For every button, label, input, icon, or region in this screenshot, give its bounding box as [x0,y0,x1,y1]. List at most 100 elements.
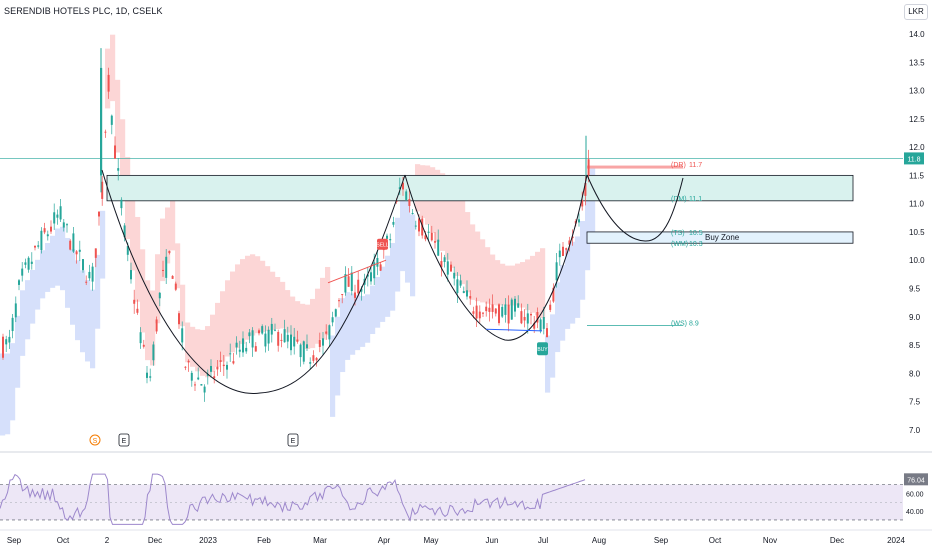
candle-body [392,221,395,225]
cloud-segment [275,277,281,329]
cloud-segment [345,292,351,360]
cloud-segment [405,201,411,283]
cloud-segment [480,239,486,303]
y-tick-label: 7.5 [909,398,921,407]
candle-body [110,115,113,125]
candle-body [149,376,152,378]
candle-body [2,336,4,358]
candle-body [357,279,360,294]
sell-badge-box [377,238,388,250]
candle-body [94,248,97,258]
candle-body [350,272,353,291]
candle-body [264,333,267,347]
currency-label[interactable]: LKR [904,4,928,20]
candle-body [424,235,427,240]
supply-zone [106,174,854,202]
candle-body [414,225,417,227]
y-tick-label: 12.0 [909,143,925,152]
last-price-badge [904,152,924,165]
y-tick-label: 13.0 [909,87,925,96]
candle-body [286,334,289,342]
candle-body [107,74,110,92]
candle-body [510,299,513,320]
symbol-title[interactable]: SERENDIB HOTELS PLC, 1D, CSELK [4,6,163,16]
cloud-segment [535,251,541,316]
cloud-segment [560,265,566,341]
cloud-segment [465,212,471,293]
sell-signal-badge: SELL [376,238,389,250]
dividend-marker-circle [89,434,101,446]
cloud-segment [485,247,491,304]
candle-body [459,280,462,286]
cloud-segment [280,281,286,329]
candle-body [376,257,379,267]
candle-body [312,355,315,361]
candle-body [421,218,424,236]
cloud-segment [220,291,226,362]
cloud-segment [45,243,51,292]
buy-zone-label: Buy Zone [705,233,740,242]
x-tick-label: Aug [592,536,606,545]
cloud-segment [145,280,151,361]
candle-body [85,281,88,283]
dividend-marker-text: S [93,438,98,445]
candle-body [235,342,238,348]
candle-body [43,228,46,233]
candle-body [277,331,280,346]
cloud-segment [545,335,551,393]
candle-body [437,239,440,256]
candle-body [523,316,526,321]
candle-body [430,232,433,241]
buy-zone-box [586,231,854,244]
cloud-segment [245,255,251,340]
candle-body [120,199,123,209]
cloud-segment [370,285,376,335]
x-tick-label: 2024 [887,536,905,545]
cloud-segment [20,290,26,356]
candle-body [66,224,68,226]
event-marker-2: E [287,433,299,447]
y-tick-label: 10.5 [909,228,925,237]
cloud-segment [210,314,216,373]
cloud-segment [270,271,276,331]
cloud-segment [160,218,166,282]
candle-body [190,372,193,381]
cloud-segment [100,210,106,279]
y-tick-label: 8.0 [909,369,921,378]
spike-candle-body [100,67,103,176]
cloud-segment [330,335,336,417]
last-price-text: 11.8 [907,156,920,163]
candle-body [101,181,104,199]
cloud-segment [240,259,246,344]
candle-body [427,231,430,233]
y-tick-label: 8.5 [909,341,921,350]
cloud-segment [95,254,101,329]
cloud-segment [225,280,231,357]
level-value: 10.3 [689,241,703,248]
rsi-tick-label: 60.00 [906,491,924,498]
level-value: 8.9 [689,320,699,327]
x-tick-label: Feb [257,536,271,545]
candle-body [533,323,536,329]
candle-body [27,257,30,270]
candle-body [520,311,523,324]
candle-body [485,306,488,312]
candle-body [549,304,552,310]
candle-body [78,249,81,252]
y-tick-label: 9.5 [909,284,921,293]
level-tag: (WS) [671,320,687,327]
y-tick-label: 9.0 [909,313,921,322]
candle-body [139,332,142,344]
candle-body [152,344,155,361]
candle-body [46,234,49,237]
x-tick-label: May [423,536,438,545]
level-tag: (TS) [671,230,685,237]
candle-body [373,262,376,279]
cloud-segment [135,216,141,302]
cloud-segment [335,316,341,396]
candle-body [194,384,196,386]
cloud-segment [520,262,526,308]
candle-body [293,336,296,347]
candle-body [379,264,382,271]
